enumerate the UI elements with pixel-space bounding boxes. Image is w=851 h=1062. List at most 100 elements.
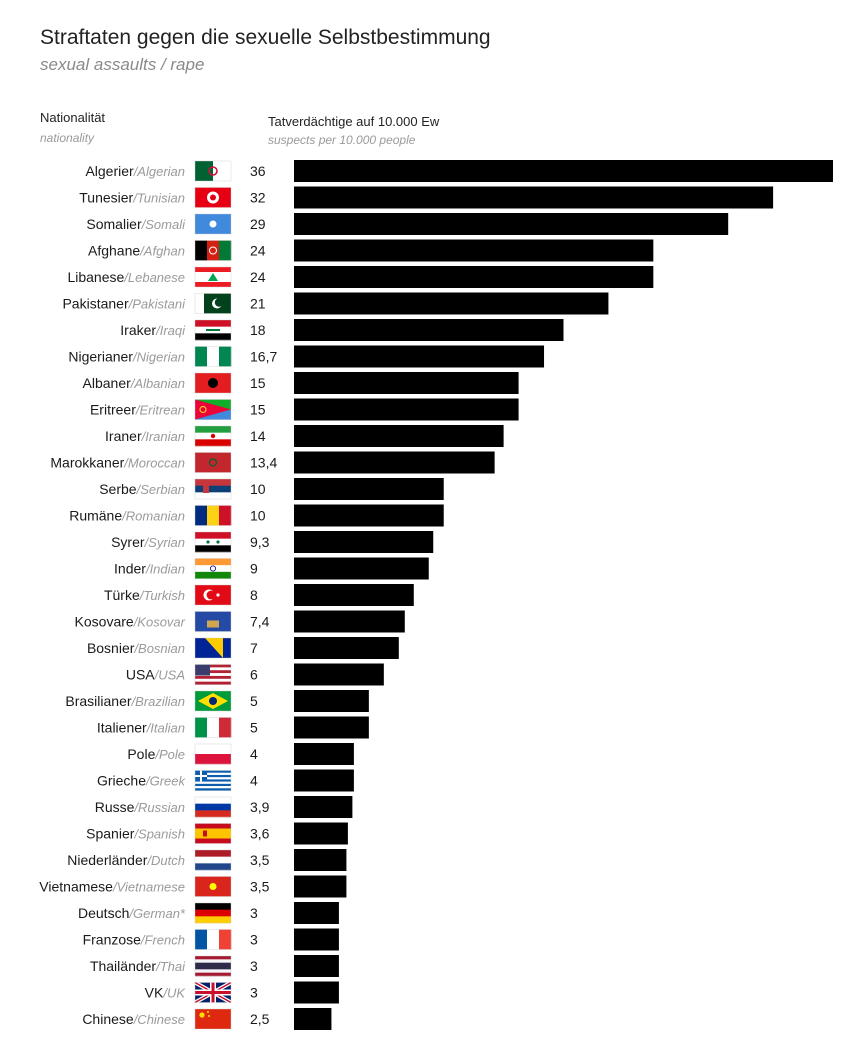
bar-row: Pakistaner/Pakistani 21 xyxy=(62,292,609,315)
nationality-label: Brasilianer/Brazilian xyxy=(65,693,185,709)
nationality-en: /Brazilian xyxy=(131,694,185,709)
russia-flag xyxy=(194,796,232,818)
nationality-en: /Pole xyxy=(154,747,185,762)
value-label: 3,5 xyxy=(250,852,270,868)
nationality-de: Kosovare xyxy=(75,614,134,630)
nationality-en: /Algerian xyxy=(133,164,185,179)
nationality-de: Spanier xyxy=(86,826,135,842)
nationality-de: Deutsch xyxy=(78,905,129,921)
nationality-en: /Dutch xyxy=(146,853,185,868)
bar-row: Niederländer/Dutch 3,5 xyxy=(67,849,347,871)
bar xyxy=(294,319,564,341)
value-label: 5 xyxy=(250,693,258,709)
bar-row: USA/USA 6 xyxy=(126,663,384,686)
bar xyxy=(294,743,354,765)
nationality-de: Italiener xyxy=(97,720,147,736)
bar-row: Rumäne/Romanian 10 xyxy=(69,504,444,527)
value-label: 15 xyxy=(250,402,266,418)
nationality-en: /Spanish xyxy=(133,827,185,842)
bar-row: Chinese/Chinese 2,5 xyxy=(82,1008,332,1030)
nationality-label: Nigerianer/Nigerian xyxy=(68,349,185,365)
bar-row: Thailänder/Thai 3 xyxy=(90,955,339,977)
nationality-label: Somalier/Somali xyxy=(86,216,186,232)
nationality-en: /German* xyxy=(128,906,186,921)
bar-row: Albaner/Albanian 15 xyxy=(83,372,519,394)
value-label: 3 xyxy=(250,932,258,948)
algeria-flag xyxy=(194,160,232,182)
bar xyxy=(294,531,434,553)
nationality-en: /Thai xyxy=(155,959,186,974)
value-label: 3 xyxy=(250,958,258,974)
china-flag xyxy=(194,1008,232,1030)
bosnia-flag xyxy=(194,637,232,659)
romania-flag xyxy=(194,505,232,526)
bar xyxy=(294,637,399,659)
nationality-de: Thailänder xyxy=(90,958,156,974)
bar xyxy=(294,239,654,262)
nationality-de: Pole xyxy=(127,746,155,762)
germany-flag xyxy=(194,902,232,924)
value-label: 18 xyxy=(250,322,266,338)
nationality-de: Inder xyxy=(114,561,146,577)
value-header-en: suspects per 10.000 people xyxy=(268,133,416,147)
bar-row: Libanese/Lebanese 24 xyxy=(67,266,654,288)
nationality-en: /Moroccan xyxy=(123,456,185,471)
bar xyxy=(294,716,369,739)
nationality-label: Pole/Pole xyxy=(127,746,185,762)
nationality-de: Nigerianer xyxy=(68,349,133,365)
nationality-en: /Turkish xyxy=(139,588,185,603)
lebanon-flag xyxy=(194,266,232,288)
bar-row: Marokkaner/Moroccan 13,4 xyxy=(50,451,495,474)
nationality-en: /Syrian xyxy=(144,535,185,550)
nationality-label: Franzose/French xyxy=(83,932,185,948)
bar xyxy=(294,425,504,447)
eritrea-flag xyxy=(194,399,232,420)
value-label: 32 xyxy=(250,190,266,206)
pakistan-flag xyxy=(194,293,232,314)
nationality-de: Marokkaner xyxy=(50,455,124,471)
bar xyxy=(294,372,519,394)
bar-row: VK/UK 3 xyxy=(145,980,339,1005)
iraq-flag xyxy=(194,319,232,341)
nationality-label: Vietnamese/Vietnamese xyxy=(39,879,185,895)
vietnam-flag xyxy=(194,876,232,897)
nationality-label: Libanese/Lebanese xyxy=(67,269,185,285)
bar xyxy=(294,186,774,209)
value-label: 7,4 xyxy=(250,614,270,630)
nationality-en: /Greek xyxy=(145,774,187,789)
turkey-flag xyxy=(194,584,232,606)
bar xyxy=(294,584,414,606)
nationality-en: /Bosnian xyxy=(133,641,185,656)
value-header: Tatverdächtige auf 10.000 Ew xyxy=(268,114,440,129)
nationality-de: Niederländer xyxy=(67,852,147,868)
bar-row: Grieche/Greek 4 xyxy=(97,769,354,792)
nationality-de: Iraner xyxy=(105,428,142,444)
nigeria-flag xyxy=(194,346,232,367)
bar-row: Somalier/Somali 29 xyxy=(86,213,729,235)
bar-row: Deutsch/German* 3 xyxy=(78,902,339,924)
bar-row: Iraner/Iranian 14 xyxy=(105,425,504,447)
nationality-en: /French xyxy=(140,933,185,948)
bar xyxy=(294,875,347,898)
nationality-en: /Pakistani xyxy=(128,297,186,312)
bar-row: Italiener/Italian 5 xyxy=(97,716,369,739)
bar-row: Syrer/Syrian 9,3 xyxy=(111,531,434,553)
nationality-label: Syrer/Syrian xyxy=(111,534,185,550)
nationality-en: /Romanian xyxy=(121,509,185,524)
nationality-de: Albaner xyxy=(83,375,132,391)
bar-row: Spanier/Spanish 3,6 xyxy=(86,822,348,845)
spain-flag xyxy=(194,823,232,844)
nationality-label: Italiener/Italian xyxy=(97,720,185,736)
india-flag xyxy=(194,558,232,579)
bar-row: Franzose/French 3 xyxy=(83,928,339,951)
value-label: 3 xyxy=(250,905,258,921)
bar-row: Inder/Indian 9 xyxy=(114,557,429,580)
value-label: 13,4 xyxy=(250,455,277,471)
nationality-en: /Lebanese xyxy=(123,270,185,285)
value-label: 3,5 xyxy=(250,879,270,895)
poland-flag xyxy=(194,743,232,765)
nationality-de: Iraker xyxy=(120,322,156,338)
value-label: 8 xyxy=(250,587,258,603)
bar xyxy=(294,292,609,315)
brazil-flag xyxy=(194,690,232,712)
